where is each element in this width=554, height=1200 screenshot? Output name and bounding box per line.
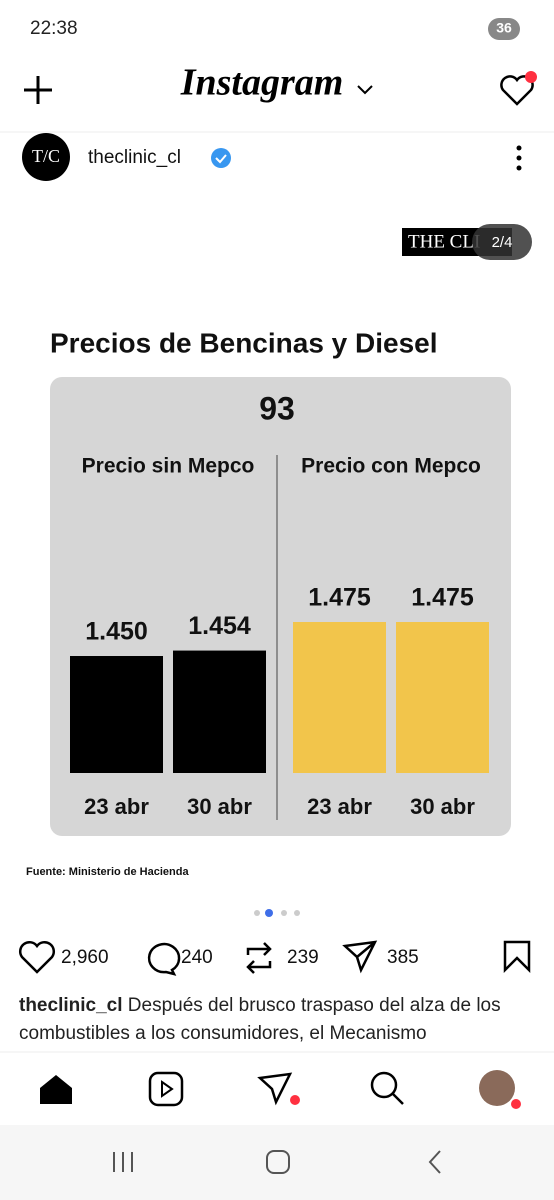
chart-panel bbox=[50, 377, 511, 836]
battery bbox=[488, 18, 520, 40]
comment-count: 240 bbox=[181, 947, 213, 968]
bar bbox=[396, 622, 489, 773]
bar bbox=[293, 622, 386, 773]
caption-text: Después del brusco traspaso del alza de … bbox=[19, 995, 501, 1044]
notification-dot bbox=[525, 71, 537, 83]
messages-icon[interactable] bbox=[257, 1072, 293, 1106]
caption-username[interactable]: theclinic_cl bbox=[19, 995, 123, 1016]
save-icon[interactable] bbox=[503, 940, 531, 974]
username[interactable]: theclinic_cl bbox=[88, 147, 181, 168]
source: Fuente: Ministerio de Hacienda bbox=[26, 866, 189, 878]
share-icon[interactable] bbox=[342, 940, 378, 974]
battery-level: 36 bbox=[496, 20, 512, 36]
comment-icon[interactable] bbox=[147, 942, 181, 976]
notification-dot bbox=[511, 1099, 521, 1109]
back-button[interactable] bbox=[428, 1150, 441, 1174]
image-counter: 2/4 bbox=[492, 234, 513, 251]
avatar[interactable] bbox=[22, 133, 70, 181]
home-icon[interactable] bbox=[40, 1075, 72, 1104]
avatar-text: T/C bbox=[32, 146, 60, 166]
more-icon[interactable] bbox=[516, 145, 522, 171]
repost-count: 239 bbox=[287, 947, 319, 968]
panel-title: Precio con Mepco bbox=[301, 455, 481, 478]
verified-check bbox=[215, 154, 227, 164]
search-icon[interactable] bbox=[370, 1071, 398, 1099]
like-icon[interactable] bbox=[19, 941, 55, 974]
app-title: Instagram bbox=[180, 62, 344, 104]
reels-play bbox=[161, 1080, 174, 1098]
activity-icon[interactable] bbox=[500, 75, 534, 106]
counter-pill bbox=[472, 224, 532, 260]
repost-icon[interactable] bbox=[246, 942, 272, 974]
home-button[interactable] bbox=[266, 1150, 290, 1174]
verified-badge bbox=[211, 148, 231, 168]
search-handle bbox=[392, 1093, 404, 1105]
value-label: 1.475 bbox=[308, 584, 371, 612]
x-tick-label: 30 abr bbox=[187, 794, 252, 819]
x-tick-label: 30 abr bbox=[410, 794, 475, 819]
new-post-icon[interactable] bbox=[24, 76, 52, 104]
chevron[interactable] bbox=[357, 85, 373, 95]
chart-title: Precios de Bencinas y Diesel bbox=[50, 327, 438, 358]
value-label: 1.475 bbox=[411, 584, 474, 612]
value-label: 1.454 bbox=[188, 612, 251, 640]
bar bbox=[173, 650, 266, 773]
value-label: 1.450 bbox=[85, 618, 148, 646]
panel-title: Precio sin Mepco bbox=[82, 455, 255, 478]
notification-dot bbox=[290, 1095, 300, 1105]
x-tick-label: 23 abr bbox=[84, 794, 149, 819]
carousel-dots bbox=[254, 909, 300, 917]
recents-button[interactable] bbox=[113, 1152, 133, 1172]
status-time: 22:38 bbox=[30, 18, 78, 39]
share-count: 385 bbox=[387, 947, 419, 968]
brand-text: THE CLI bbox=[408, 231, 480, 252]
x-tick-label: 23 abr bbox=[307, 794, 372, 819]
system-nav bbox=[0, 1125, 554, 1200]
reels-icon[interactable] bbox=[148, 1071, 184, 1107]
bar bbox=[70, 656, 163, 773]
chart-subtitle: 93 bbox=[259, 390, 295, 426]
like-count: 2,960 bbox=[61, 947, 109, 968]
profile-icon[interactable] bbox=[479, 1070, 515, 1106]
caption: theclinic_cl Después del brusco traspaso… bbox=[19, 992, 549, 1048]
